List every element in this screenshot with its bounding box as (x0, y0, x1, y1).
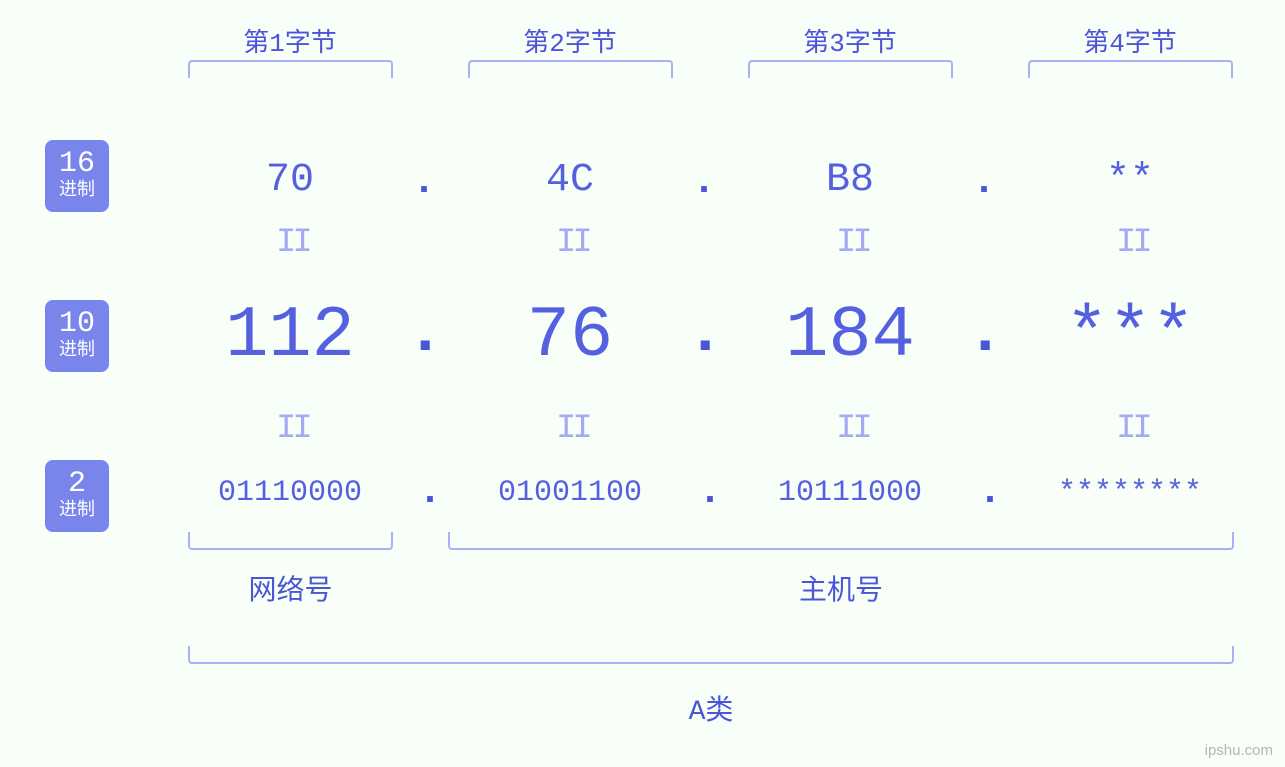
byte-header-1: 第1字节 (180, 22, 400, 59)
bin-byte-3: 10111000 (725, 476, 975, 510)
eq-1-1: II (276, 224, 309, 262)
eq-1-4: II (1116, 224, 1149, 262)
base-name-16: 进制 (59, 181, 95, 203)
hex-byte-3: B8 (740, 158, 960, 203)
eq-1-3: II (836, 224, 869, 262)
watermark: ipshu.com (1205, 742, 1273, 759)
bracket-byte-4 (1028, 60, 1233, 78)
bracket-byte-1 (188, 60, 393, 78)
dec-byte-1: 112 (170, 295, 410, 377)
bin-byte-4: ******** (1005, 476, 1255, 510)
dec-byte-2: 76 (450, 295, 690, 377)
dot-dec-3: . (966, 298, 1004, 370)
base-badge-10: 10 进制 (45, 300, 109, 372)
bracket-class (188, 646, 1234, 664)
eq-1-2: II (556, 224, 589, 262)
base-badge-16: 16 进制 (45, 140, 109, 212)
byte-header-2: 第2字节 (460, 22, 680, 59)
label-network: 网络号 (188, 568, 393, 608)
byte-header-4: 第4字节 (1020, 22, 1240, 59)
base-name-10: 进制 (59, 341, 95, 363)
bracket-host (448, 532, 1234, 550)
dot-dec-2: . (686, 298, 724, 370)
bracket-byte-3 (748, 60, 953, 78)
base-num-10: 10 (59, 309, 95, 339)
dec-byte-3: 184 (730, 295, 970, 377)
hex-byte-4: ** (1020, 158, 1240, 203)
base-num-2: 2 (68, 469, 86, 499)
dot-hex-3: . (972, 160, 996, 205)
dot-hex-1: . (412, 160, 436, 205)
base-name-2: 进制 (59, 501, 95, 523)
bin-byte-1: 01110000 (165, 476, 415, 510)
bracket-byte-2 (468, 60, 673, 78)
dec-byte-4: *** (1010, 295, 1250, 377)
label-host: 主机号 (448, 568, 1234, 608)
hex-byte-2: 4C (460, 158, 680, 203)
eq-2-2: II (556, 410, 589, 448)
label-class: A类 (188, 688, 1234, 728)
eq-2-4: II (1116, 410, 1149, 448)
base-badge-2: 2 进制 (45, 460, 109, 532)
bin-byte-2: 01001100 (445, 476, 695, 510)
base-num-16: 16 (59, 149, 95, 179)
eq-2-3: II (836, 410, 869, 448)
dot-hex-2: . (692, 160, 716, 205)
dot-bin-2: . (698, 470, 722, 515)
eq-2-1: II (276, 410, 309, 448)
bracket-network (188, 532, 393, 550)
ip-bases-diagram: 第1字节 第2字节 第3字节 第4字节 16 进制 10 进制 2 进制 70 … (0, 0, 1285, 767)
dot-dec-1: . (406, 298, 444, 370)
dot-bin-3: . (978, 470, 1002, 515)
hex-byte-1: 70 (180, 158, 400, 203)
byte-header-3: 第3字节 (740, 22, 960, 59)
dot-bin-1: . (418, 470, 442, 515)
